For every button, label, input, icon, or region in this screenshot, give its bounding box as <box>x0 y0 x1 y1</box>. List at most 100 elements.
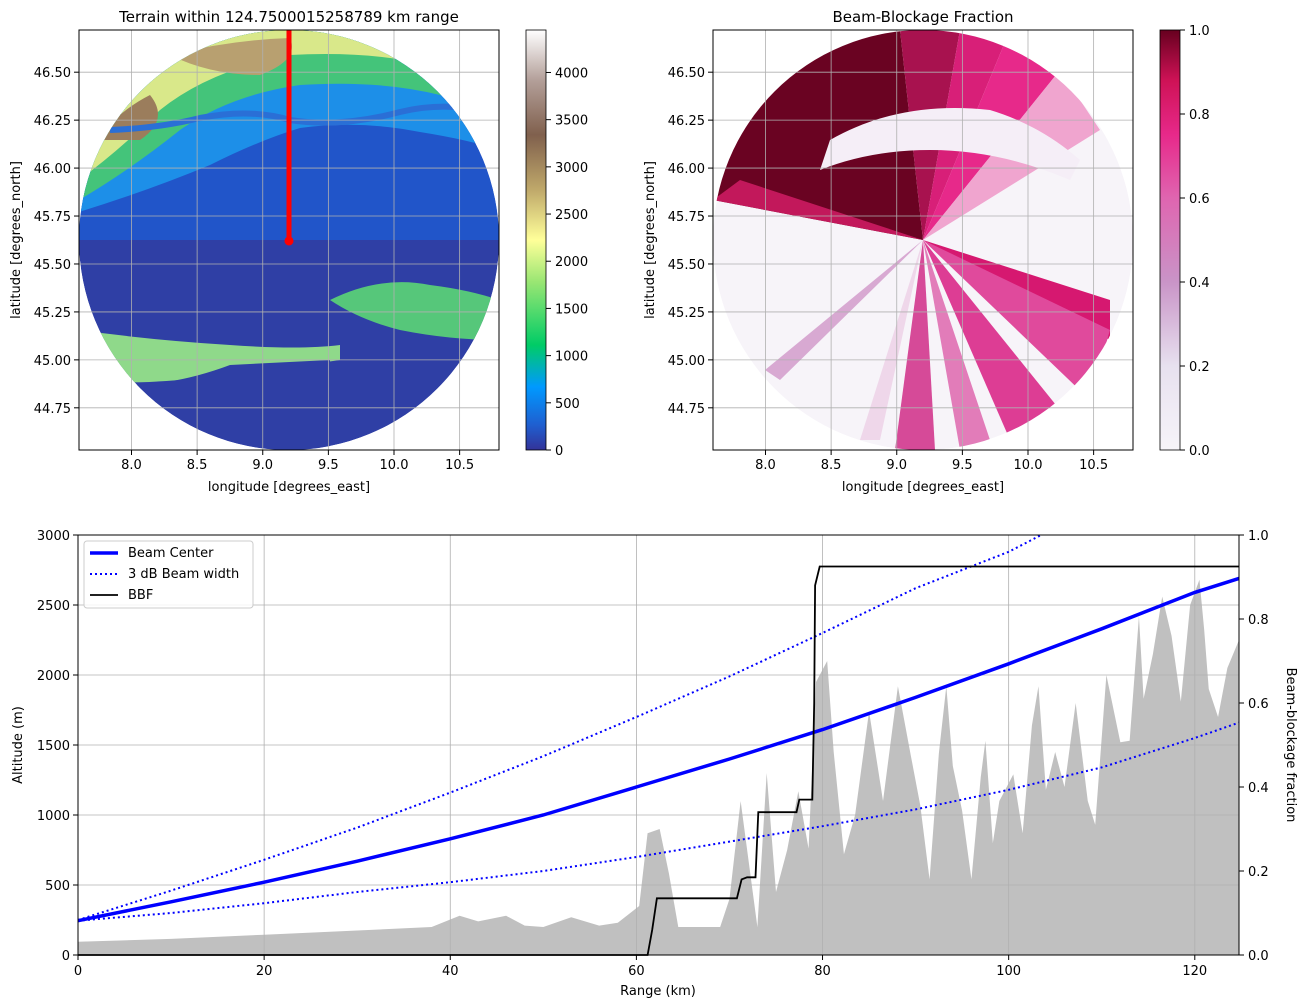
bbf-line <box>78 565 1239 956</box>
legend: Beam Center 3 dB Beam width BBF <box>83 540 254 609</box>
xtick-label: 100 <box>996 964 1021 979</box>
ytick-label: 45.50 <box>668 258 705 273</box>
colorbar-tick-label: 1500 <box>555 302 588 317</box>
xtick-label: 9.0 <box>252 458 273 473</box>
terrain-map-xticks: 8.0 8.5 9.0 9.5 10.0 10.5 <box>121 450 474 473</box>
colorbar-tick-label: 2500 <box>555 208 588 223</box>
colorbar-tick-label: 1000 <box>555 350 588 365</box>
terrain-map-grid <box>79 30 499 450</box>
xtick-label: 20 <box>256 964 273 979</box>
colorbar-tick-label: 0.8 <box>1189 108 1210 123</box>
xtick-label: 9.5 <box>318 458 339 473</box>
ytick-label: 46.25 <box>668 114 705 129</box>
bbf-raster <box>713 30 1133 450</box>
y2tick-label: 0.4 <box>1248 781 1269 796</box>
xtick-label: 80 <box>814 964 831 979</box>
ytick-label: 46.25 <box>34 114 71 129</box>
xtick-label: 10.0 <box>1014 458 1043 473</box>
ytick-label: 45.25 <box>34 306 71 321</box>
terrain-colorbar-ticks: 0 500 1000 1500 2000 2500 3000 3500 4000 <box>546 66 588 459</box>
colorbar-tick-label: 0.2 <box>1189 360 1210 375</box>
colorbar-tick-label: 0.6 <box>1189 192 1210 207</box>
xtick-label: 10.0 <box>380 458 409 473</box>
ytick-label: 3000 <box>37 529 70 544</box>
terrain-colorbar <box>525 29 547 451</box>
xtick-label: 8.0 <box>121 458 142 473</box>
bbf-map-grid <box>713 30 1133 450</box>
y2tick-label: 0.8 <box>1248 613 1269 628</box>
bbf-map-frame <box>712 29 1134 451</box>
ytick-label: 46.00 <box>34 162 71 177</box>
bbf-map-ylabel: latitude [degrees_north] <box>643 161 658 319</box>
beam-profile-ylabel: Altitude (m) <box>11 706 26 784</box>
xtick-label: 8.5 <box>187 458 208 473</box>
xtick-label: 10.5 <box>445 458 474 473</box>
bbf-map-yticks: 44.75 45.00 45.25 45.50 45.75 46.00 46.25 46.50 <box>668 66 713 417</box>
bbf-colorbar-ticks: 0.0 0.2 0.4 0.6 0.8 1.0 <box>1180 24 1210 459</box>
bbf-map-panel: Beam-Blockage Fraction 8.0 8.5 9.0 9.5 10.0 1… <box>643 8 1210 495</box>
terrain-map-title: Terrain within 124.7500015258789 km rang… <box>118 8 459 26</box>
beam-profile-lines <box>77 534 1240 956</box>
legend-box <box>83 540 254 609</box>
y2tick-label: 0.6 <box>1248 697 1269 712</box>
ytick-label: 45.75 <box>668 210 705 225</box>
legend-label-bbf: BBF <box>128 588 153 603</box>
xtick-label: 60 <box>628 964 645 979</box>
beam-profile-yticks: 0 500 1000 1500 2000 2500 3000 <box>37 529 78 964</box>
legend-label-beam-center: Beam Center <box>128 546 214 561</box>
ytick-label: 1500 <box>37 739 70 754</box>
terrain-map-ylabel: latitude [degrees_north] <box>9 161 24 319</box>
radar-site-marker <box>284 236 294 246</box>
ytick-label: 44.75 <box>668 402 705 417</box>
colorbar-tick-label: 3000 <box>555 161 588 176</box>
beam-profile-y2label: Beam-blockage fraction <box>1283 668 1298 823</box>
colorbar-tick-label: 4000 <box>555 66 588 81</box>
colorbar-tick-label: 0.4 <box>1189 276 1210 291</box>
xtick-label: 9.5 <box>952 458 973 473</box>
xtick-label: 10.5 <box>1079 458 1108 473</box>
ytick-label: 46.50 <box>34 66 71 81</box>
ytick-label: 45.25 <box>668 306 705 321</box>
y2tick-label: 1.0 <box>1248 529 1269 544</box>
ytick-label: 2000 <box>37 669 70 684</box>
ytick-label: 45.50 <box>34 258 71 273</box>
beam-profile-y2ticks: 0.0 0.2 0.4 0.6 0.8 1.0 <box>1239 529 1269 964</box>
legend-label-beam-width: 3 dB Beam width <box>128 567 239 582</box>
bbf-map-xticks: 8.0 8.5 9.0 9.5 10.0 10.5 <box>755 450 1108 473</box>
xtick-label: 0 <box>74 964 82 979</box>
xtick-label: 120 <box>1182 964 1207 979</box>
colorbar-tick-label: 0.0 <box>1189 444 1210 459</box>
ytick-label: 45.75 <box>34 210 71 225</box>
ytick-label: 45.00 <box>668 354 705 369</box>
terrain-map-frame <box>78 29 500 451</box>
ytick-label: 45.00 <box>34 354 71 369</box>
y2tick-label: 0.2 <box>1248 865 1269 880</box>
colorbar-tick-label: 3500 <box>555 114 588 129</box>
ytick-label: 0 <box>62 949 70 964</box>
y2tick-label: 0.0 <box>1248 949 1269 964</box>
xtick-label: 8.5 <box>821 458 842 473</box>
beam-profile-xlabel: Range (km) <box>620 984 696 999</box>
ytick-label: 2500 <box>37 599 70 614</box>
bbf-colorbar <box>1159 29 1181 451</box>
terrain-profile-fill <box>78 579 1239 955</box>
terrain-map-xlabel: longitude [degrees_east] <box>208 480 370 495</box>
xtick-label: 40 <box>442 964 459 979</box>
colorbar-tick-label: 500 <box>555 397 580 412</box>
xtick-label: 9.0 <box>886 458 907 473</box>
ytick-label: 44.75 <box>34 402 71 417</box>
ytick-label: 500 <box>45 879 70 894</box>
terrain-map-panel: Terrain within 124.7500015258789 km rang… <box>9 8 588 495</box>
bbf-map-xlabel: longitude [degrees_east] <box>842 480 1004 495</box>
ytick-label: 46.00 <box>668 162 705 177</box>
terrain-map-yticks: 44.75 45.00 45.25 45.50 45.75 46.00 46.25 46.50 <box>34 66 79 417</box>
ytick-label: 1000 <box>37 809 70 824</box>
colorbar-tick-label: 0 <box>555 444 563 459</box>
colorbar-tick-label: 1.0 <box>1189 24 1210 39</box>
beam-center-line <box>77 576 1240 923</box>
beam-profile-panel: 0 20 40 60 80 100 120 0 500 1000 1500 2000 2500 3000… <box>11 529 1298 999</box>
beam-width-lower-line <box>77 721 1240 922</box>
colorbar-tick-label: 2000 <box>555 255 588 270</box>
bbf-map-title: Beam-Blockage Fraction <box>832 8 1013 26</box>
